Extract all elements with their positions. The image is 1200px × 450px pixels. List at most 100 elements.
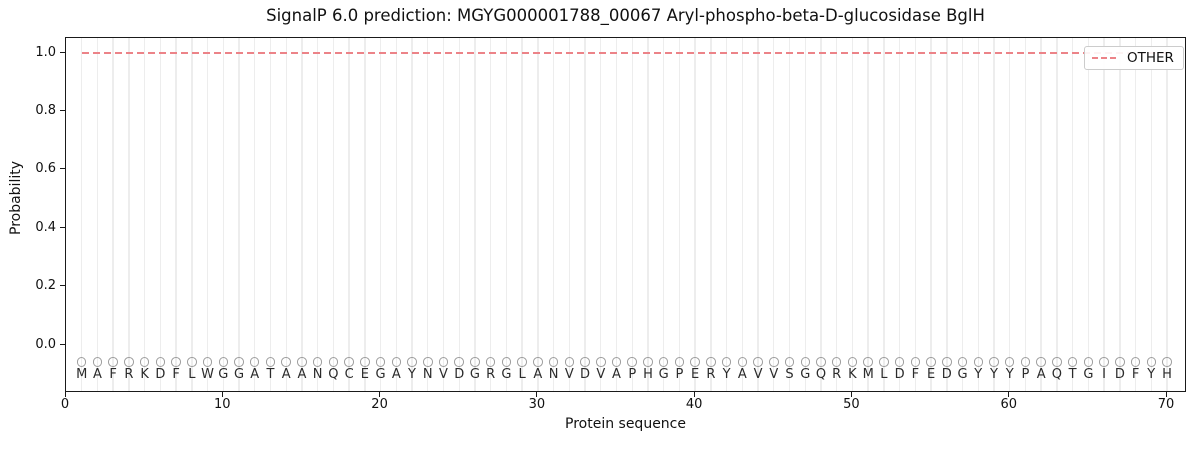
x-tick-mark [1008,392,1010,397]
y-tick-mark [60,226,65,228]
gridline [81,38,83,391]
gridline [1009,38,1011,391]
residue-letter: G [501,367,512,382]
residue-marker [281,357,291,367]
residue-letter: C [344,367,354,382]
gridline [804,38,806,391]
gridline [977,38,979,391]
x-tick-mark [693,392,695,397]
residue-letter: D [155,367,166,382]
residue-marker [1146,357,1157,367]
gridline [898,38,901,391]
residue-marker [470,357,480,367]
y-tick-mark [60,109,65,111]
residue-marker [580,357,590,367]
residue-marker [1052,357,1062,367]
residue-marker [171,357,181,367]
residue-letter: Y [1147,367,1156,382]
residue-marker [942,357,952,367]
gridline [238,38,240,391]
gridline [836,38,838,391]
residue-marker [533,357,543,367]
legend-dashed-line-icon [1092,57,1119,59]
chart-title: SignalP 6.0 prediction: MGYG000001788_00… [266,6,985,25]
x-tick-mark [64,392,66,397]
gridline [757,38,759,391]
residue-marker [800,357,810,367]
gridline [301,38,303,391]
residue-letter: L [518,367,526,382]
residue-marker [297,357,307,367]
residue-letter: E [691,367,700,382]
gridline [584,38,586,391]
residue-marker [1036,357,1046,367]
residue-letter: D [894,367,905,382]
residue-letter: R [832,367,842,382]
residue-marker [627,357,637,367]
residue-marker [1083,357,1094,367]
residue-letter: N [422,367,433,382]
residue-marker [423,357,433,367]
residue-letter: A [297,367,307,382]
residue-marker [517,357,527,367]
gridline [883,38,885,391]
gridline [788,38,791,391]
residue-marker [391,357,402,367]
residue-letter: G [469,367,480,382]
residue-letter: T [266,367,275,382]
y-tick-mark [60,51,65,53]
gridline [411,38,413,391]
residue-letter: F [109,367,117,382]
residue-letter: F [172,367,180,382]
residue-marker [1115,357,1125,367]
residue-marker [690,357,700,367]
gridline [993,38,995,391]
legend: OTHER [1084,46,1184,70]
x-tick-mark [536,392,538,397]
residue-marker [863,357,873,367]
gridline [332,38,335,391]
residue-marker [501,357,512,367]
gridline [458,38,460,391]
gridline [1119,38,1121,391]
y-axis-label-text: Probability [8,160,24,236]
gridline [1024,38,1027,391]
residue-letter: S [785,367,794,382]
gridline [285,38,287,391]
gridline [867,38,869,391]
residue-marker [564,357,575,367]
residue-letter: V [439,367,448,382]
gridline [1103,38,1105,391]
gridline [427,38,429,391]
gridline [552,38,555,391]
residue-marker [1067,357,1078,367]
residue-letter: W [201,367,214,382]
gridline [1087,38,1090,391]
residue-letter: A [93,367,102,382]
residue-letter: Y [1005,367,1014,382]
x-tick-label: 40 [685,397,703,412]
gridline [773,38,775,391]
gridline [631,38,633,391]
legend-label-other: OTHER [1127,50,1174,66]
residue-marker [910,357,921,367]
gridline [710,38,712,391]
residue-marker [831,357,842,367]
residue-letter: V [596,367,606,382]
y-tick-label: 0.4 [35,219,56,235]
x-tick-label: 10 [214,397,231,412]
x-tick-mark [221,392,223,397]
residue-marker [234,357,244,367]
residue-letter: E [926,367,936,382]
gridline [1056,38,1058,391]
residue-letter: D [454,367,465,382]
gridline [505,38,508,391]
gridline [521,38,523,391]
residue-marker [674,357,685,367]
gridline [1040,38,1042,391]
gridline [191,38,193,391]
x-tick-label: 70 [1157,397,1175,412]
residue-letter: T [1068,367,1077,382]
residue-letter: G [375,367,386,382]
